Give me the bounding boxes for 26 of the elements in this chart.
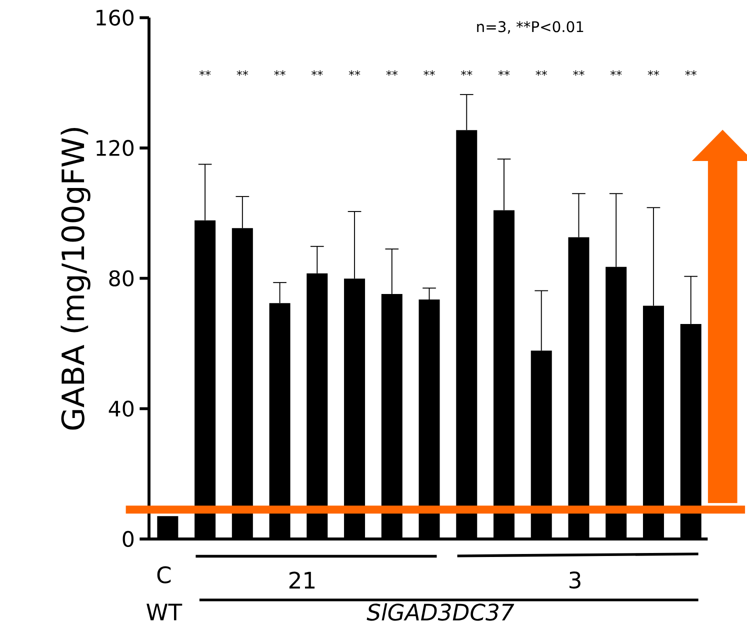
annotation: ** xyxy=(236,70,248,76)
annotation: ** xyxy=(460,70,472,76)
annotation: ** xyxy=(348,70,360,76)
y-tick-label: 160 xyxy=(96,10,134,26)
annotation: n=3, **P<0.01 xyxy=(477,21,584,34)
text: C xyxy=(157,566,171,584)
annotation: ** xyxy=(685,70,696,76)
text: 21 xyxy=(289,572,315,588)
y-axis-title: GABA (mg/100gFW) xyxy=(60,128,90,430)
annotation: ** xyxy=(424,70,435,76)
text: WT xyxy=(146,604,182,620)
annotation: ** xyxy=(498,70,510,76)
annotation: ** xyxy=(274,70,286,76)
annotation: ** xyxy=(199,70,211,76)
annotation: ** xyxy=(312,70,323,76)
annotation: ** xyxy=(536,70,548,76)
y-tick-label: 0 xyxy=(122,530,134,548)
text: SlGAD3DC37 xyxy=(366,603,514,621)
y-tick-label: 120 xyxy=(96,140,134,156)
text: 3 xyxy=(570,571,580,589)
y-tick-label: 40 xyxy=(108,400,134,417)
y-tick-label: 80 xyxy=(109,270,134,286)
annotation: ** xyxy=(386,70,398,76)
annotation: ** xyxy=(648,70,660,76)
annotation: ** xyxy=(573,70,584,76)
annotation: ** xyxy=(610,70,622,76)
